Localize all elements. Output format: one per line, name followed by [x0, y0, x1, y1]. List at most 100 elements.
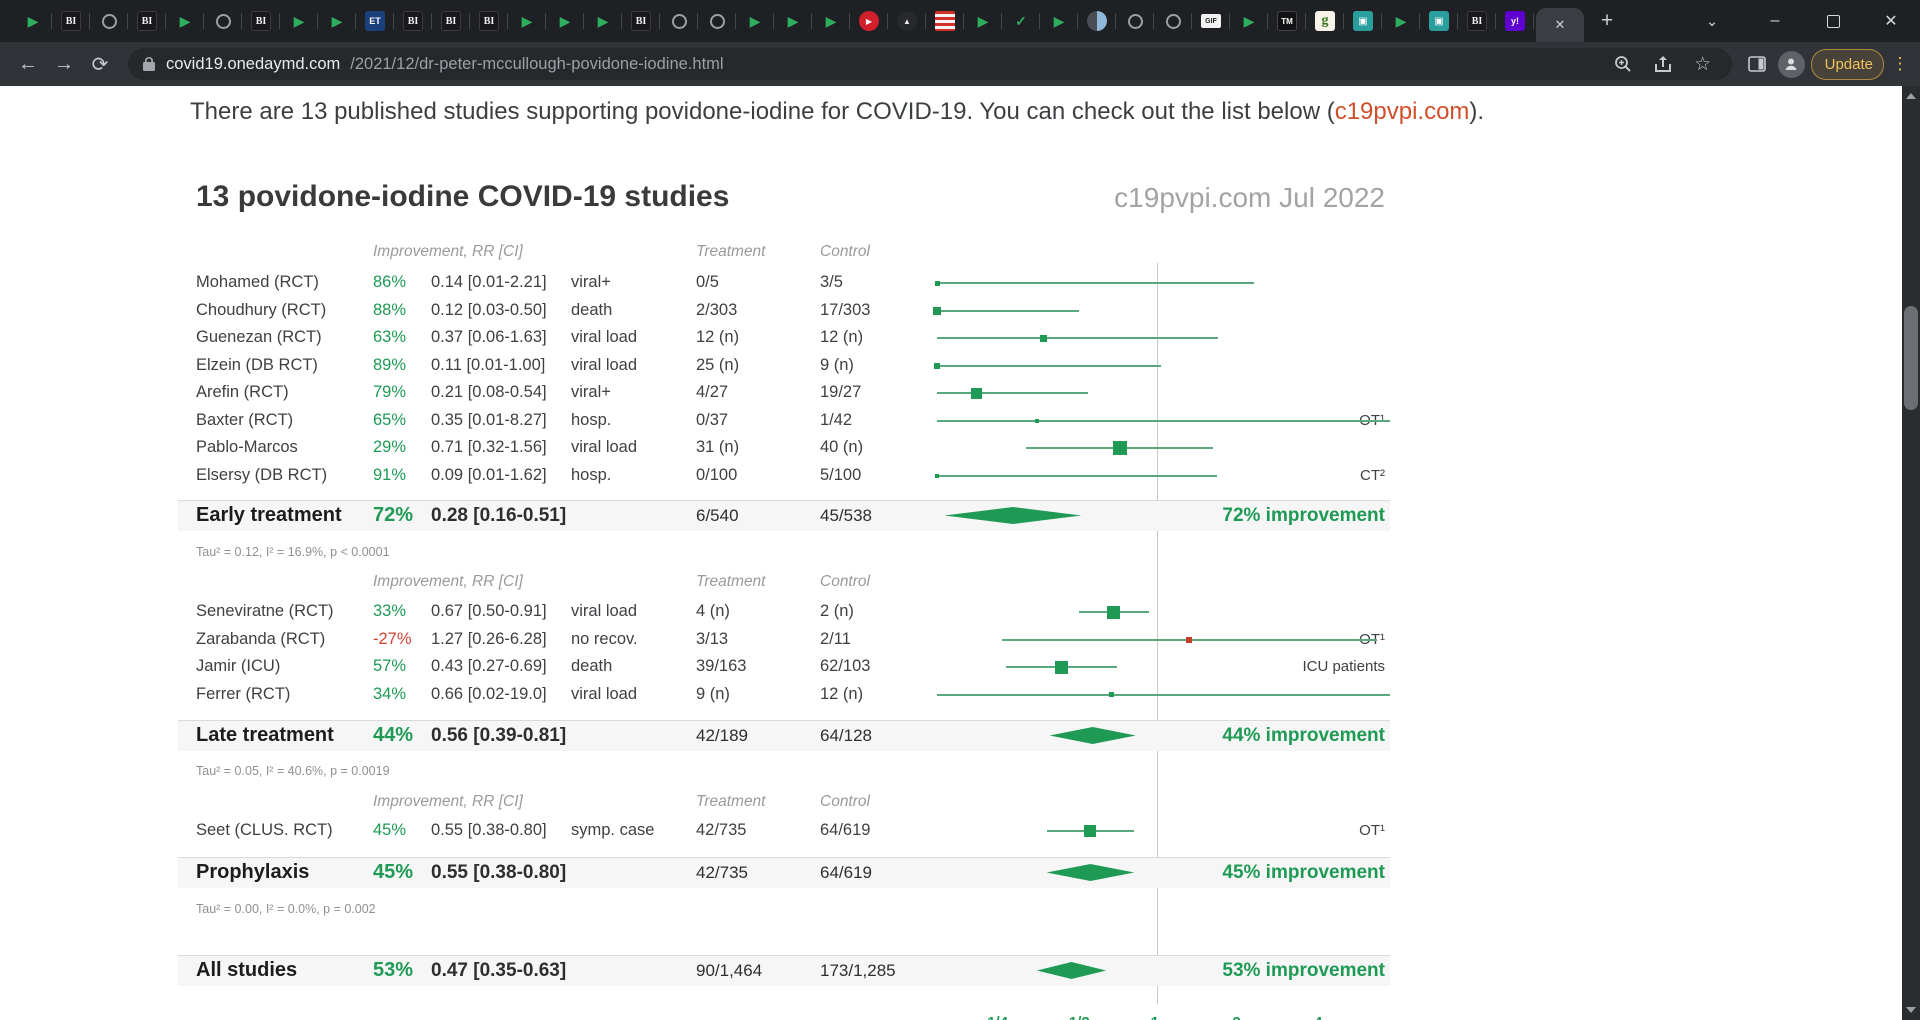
browser-tab[interactable] [660, 0, 698, 42]
browser-tab[interactable]: TM [1268, 0, 1306, 42]
all-studies-rr-ci: 0.47 [0.35-0.63] [431, 960, 567, 981]
browser-tab[interactable] [1116, 0, 1154, 42]
study-treatment-arm: 25 (n) [696, 355, 740, 374]
browser-tab[interactable] [90, 0, 128, 42]
study-improvement-pct: -27% [373, 629, 412, 648]
tab-search-chevron-icon[interactable]: ⌄ [1705, 13, 1719, 30]
back-icon[interactable]: ← [18, 52, 38, 75]
study-outcome: viral load [571, 328, 638, 347]
browser-tab[interactable] [698, 0, 736, 42]
browser-tab[interactable]: BI [432, 0, 470, 42]
menu-kebab-icon[interactable]: ⋮ [1891, 54, 1909, 73]
browser-tab[interactable]: ▶ [964, 0, 1002, 42]
study-improvement-pct: 33% [373, 602, 407, 621]
browser-tab[interactable]: g [1306, 0, 1344, 42]
forest-plot-row [937, 626, 1390, 654]
summary-3-summary-diamond [1046, 864, 1135, 881]
browser-tab[interactable]: ▶ [850, 0, 888, 42]
browser-tab[interactable]: ▶ [1230, 0, 1268, 42]
browser-tab[interactable]: BI [470, 0, 508, 42]
confidence-interval-line [937, 364, 1161, 367]
share-icon[interactable] [1648, 49, 1678, 79]
browser-tab[interactable]: ▶ [546, 0, 584, 42]
close-window-button[interactable]: ✕ [1884, 13, 1898, 30]
effect-size-marker [1106, 605, 1120, 619]
zoom-icon[interactable] [1608, 49, 1638, 79]
summary-2-improvement-label: 44% improvement [1222, 725, 1385, 746]
browser-tab[interactable] [926, 0, 964, 42]
summary-2-treatment: 42/189 [696, 726, 748, 745]
study-name: Jamir (ICU) [196, 657, 281, 676]
side-panel-icon[interactable] [1742, 49, 1772, 79]
play-favicon-icon: ▶ [1053, 12, 1065, 29]
effect-size-marker [1185, 636, 1192, 643]
scrollbar-thumb[interactable] [1904, 306, 1918, 410]
browser-tab[interactable]: BI [394, 0, 432, 42]
update-button[interactable]: Update [1810, 48, 1884, 80]
summary-2-control: 64/128 [820, 726, 872, 745]
chart-source: c19pvpi.com Jul 2022 [1114, 182, 1385, 213]
active-tab[interactable]: ✕ [1536, 8, 1584, 42]
browser-tab[interactable]: ▶ [166, 0, 204, 42]
rr-reference-line [1157, 263, 1158, 1004]
browser-tab[interactable]: ▶ [14, 0, 52, 42]
confidence-interval-line [937, 693, 1390, 696]
close-tab-icon[interactable]: ✕ [1554, 17, 1566, 32]
browser-tab[interactable]: ▶ [774, 0, 812, 42]
effect-size-marker [1113, 441, 1128, 455]
url-bar[interactable]: covid19.onedaymd.com/2021/12/dr-peter-mc… [128, 48, 1732, 80]
effect-size-marker [933, 306, 941, 315]
forest-chart: 13 povidone-iodine COVID-19 studies c19p… [178, 178, 1418, 1020]
browser-tab[interactable]: ▶ [318, 0, 356, 42]
browser-tab[interactable]: ▣ [1420, 0, 1458, 42]
all-studies-control: 173/1,285 [820, 961, 896, 980]
axis-tick-label: 1/2 [1069, 1014, 1090, 1020]
study-rr-ci: 0.67 [0.50-0.91] [431, 602, 547, 621]
browser-tab[interactable]: BI [242, 0, 280, 42]
scroll-down-icon[interactable] [1902, 1002, 1920, 1018]
new-tab-button[interactable]: + [1600, 9, 1614, 32]
browser-tab[interactable]: ▶ [280, 0, 318, 42]
maximize-button[interactable] [1804, 0, 1862, 42]
browser-tab[interactable]: BI [128, 0, 166, 42]
study-rr-ci: 0.71 [0.32-1.56] [431, 438, 547, 457]
browser-tab[interactable] [204, 0, 242, 42]
browser-tab[interactable] [1078, 0, 1116, 42]
check-favicon-icon: ✓ [1015, 12, 1027, 29]
clock-favicon-icon [1127, 13, 1143, 29]
study-outcome: viral+ [571, 273, 611, 292]
browser-tab[interactable]: ▶ [1382, 0, 1420, 42]
study-treatment-arm: 2/303 [696, 300, 738, 319]
forest-plot-row [935, 462, 1390, 490]
profile-avatar[interactable] [1777, 50, 1805, 78]
browser-tab[interactable]: BI [622, 0, 660, 42]
browser-tab[interactable]: GIF [1192, 0, 1230, 42]
browser-tab[interactable] [1154, 0, 1192, 42]
browser-tab[interactable]: BI [52, 0, 90, 42]
heterogeneity-note: Tau² = 0.00, I² = 0.0%, p = 0.002 [196, 902, 376, 916]
browser-tab[interactable]: ▣ [1344, 0, 1382, 42]
adark-favicon-icon: ▲ [897, 11, 917, 31]
browser-tab[interactable]: ▶ [812, 0, 850, 42]
col-header-improvement: Improvement, RR [CI] [373, 573, 523, 591]
forest-plot-row [933, 297, 1390, 325]
forward-icon[interactable]: → [54, 52, 74, 75]
browser-tab[interactable]: ▶ [1040, 0, 1078, 42]
c19pvpi-link[interactable]: c19pvpi.com [1334, 98, 1470, 125]
lock-icon [142, 56, 156, 72]
browser-tab[interactable]: ▶ [508, 0, 546, 42]
scroll-up-icon[interactable] [1902, 88, 1920, 104]
vertical-scrollbar[interactable] [1902, 86, 1920, 1020]
browser-tab[interactable]: ▶ [584, 0, 622, 42]
summary-1-improvement-label: 72% improvement [1222, 505, 1385, 526]
browser-tab[interactable]: ET [356, 0, 394, 42]
browser-tab[interactable]: ▶ [736, 0, 774, 42]
minimize-button[interactable]: – [1770, 12, 1780, 29]
browser-tab[interactable]: ▲ [888, 0, 926, 42]
study-rr-ci: 0.14 [0.01-2.21] [431, 273, 547, 292]
bookmark-star-icon[interactable]: ☆ [1694, 53, 1712, 75]
browser-tab[interactable]: BI [1458, 0, 1496, 42]
reload-icon[interactable]: ⟳ [91, 53, 109, 76]
browser-tab[interactable]: y! [1496, 0, 1534, 42]
browser-tab[interactable]: ✓ [1002, 0, 1040, 42]
